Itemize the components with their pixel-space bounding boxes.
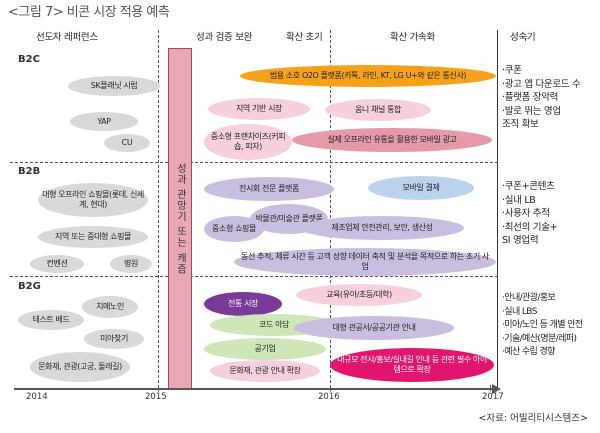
ellipse-public-agency: 대형 관공서/공공기관 안내 (294, 316, 454, 340)
note-item: ·실내 LBS (502, 306, 537, 317)
phase-header-verify: 성과 검증 보완 (196, 32, 253, 43)
ellipse-lost-child: 미아찾기 (84, 329, 144, 349)
segment-label-b2b: B2B (18, 166, 41, 177)
ellipse-o2o-platform: 범용 소호 O2O 플랫폼(카톡, 라인, KT, LG U+와 같은 통신사) (240, 65, 496, 87)
row-divider-b2c-b2b (10, 162, 498, 163)
ellipse-offline-ad: 실제 오프라인 유통을 활용한 모바일 광고 (292, 128, 492, 152)
ellipse-test-bed: 테스트 베드 (18, 310, 84, 330)
divider-2017 (497, 30, 498, 388)
phase-header-accel: 확산 가속화 (390, 32, 435, 43)
notes-b2c: ·쿠폰 ·광고 앱 다운로드 수 ·플랫폼 장악력 ·발로 뛰는 영업 조직 확… (502, 64, 581, 132)
note-item: ·안내/관광/홍보 (502, 293, 556, 303)
timeline-axis (14, 388, 494, 390)
ellipse-franchise: 중소형 프랜차이즈(커피숍, 피자) (204, 124, 292, 160)
note-item: ·최선의 기술+ (502, 221, 558, 233)
ellipse-regional-mall: 지역 또는 중대형 쇼핑몰 (38, 226, 148, 248)
tick-2015 (158, 385, 159, 391)
note-item: ·플랫폼 장악력 (502, 92, 559, 103)
figure-source: <자료: 어빌리티시스템즈> (478, 413, 588, 424)
tick-2016 (330, 385, 331, 391)
ellipse-local-market: 지역 기반 시장 (208, 98, 310, 120)
divider-2016 (330, 30, 331, 388)
note-item: ·발로 뛰는 영업 (502, 105, 561, 117)
note-item: ·미아/노인 등 개별 안전 (502, 320, 583, 330)
ellipse-omni-channel: 옴니 채널 통합 (325, 99, 431, 121)
note-item: 조직 확보 (502, 119, 539, 130)
tick-2017 (490, 385, 491, 391)
ellipse-customer-tracking: 동선 추적, 체류 시간 등 고객 성향 데이터 축적 및 분석을 목적으로 하… (234, 248, 496, 276)
phase-header-early: 확산 초기 (286, 32, 323, 43)
ellipse-convention: 컨벤션 (30, 255, 84, 273)
year-label-2014: 2014 (26, 392, 48, 402)
ellipse-culture-guide: 문화재, 관광 안내 확장 (210, 360, 320, 382)
ellipse-large-venue: 대규모 전시/홍보/실내길 안내 등 관련 필수 아이템으로 확장 (330, 348, 494, 382)
ellipse-department-store: 대형 오프라인 쇼핑몰(롯데, 신세계, 현대) (38, 183, 148, 217)
note-item: ·사용자 추적 (502, 208, 550, 219)
note-item: ·예산 수립 경향 (502, 347, 555, 357)
note-item: ·광고 앱 다운로드 수 (502, 78, 581, 90)
ellipse-dementia: 치매노인 (82, 296, 138, 318)
ellipse-education: 교육(유아/초등/대학) (296, 284, 422, 306)
note-item: ·실내 LB (502, 194, 536, 206)
note-item: ·기술/예산(명분/레퍼) (502, 333, 577, 344)
segment-label-b2c: B2C (18, 54, 40, 65)
year-label-2016: 2016 (318, 392, 340, 402)
notes-b2b: ·쿠폰+콘텐츠 ·실내 LB ·사용자 추적 ·최선의 기술+ SI 영업력 (502, 180, 558, 248)
chasm-bar: 성과 관망기 또는 캐즘 (168, 48, 192, 389)
ellipse-skplanet: SK플래닛 시럽 (68, 76, 160, 96)
row-divider-b2b-b2g (10, 276, 498, 277)
ellipse-small-mall: 중소형 쇼핑몰 (204, 216, 264, 242)
ellipse-cu: CU (104, 134, 150, 152)
year-label-2017: 2017 (482, 392, 504, 402)
ellipse-mobile-payment: 모바일 결제 (368, 176, 474, 200)
ellipse-public-enterprise: 공기업 (204, 338, 326, 360)
ellipse-traditional-market: 전통 시장 (204, 292, 282, 316)
chasm-bar-label: 성과 관망기 또는 캐즘 (174, 162, 186, 275)
figure-title: <그림 7> 비콘 시장 적용 예측 (8, 5, 170, 20)
phase-header-mature: 성숙기 (510, 32, 536, 43)
divider-2015 (158, 30, 159, 388)
note-item: SI 영업력 (502, 235, 539, 246)
year-label-2015: 2015 (145, 392, 167, 402)
notes-b2g: ·안내/관광/홍보 ·실내 LBS ·미아/노인 등 개별 안전 ·기술/예산(… (502, 292, 583, 360)
ellipse-culture-tourism: 문화재, 관광(고궁, 둘레길) (30, 352, 130, 382)
ellipse-hospital: 병원 (110, 255, 152, 273)
timeline-arrow-icon (492, 384, 501, 394)
ellipse-exhibition-platform: 전시회 전문 플랫폼 (204, 177, 334, 201)
segment-label-b2g: B2G (18, 281, 41, 292)
note-item: ·쿠폰+콘텐츠 (502, 181, 555, 192)
note-item: ·쿠폰 (502, 65, 522, 76)
phase-header-leader: 선도자 레퍼런스 (36, 32, 98, 43)
ellipse-yap: YAP (70, 112, 138, 131)
ellipse-factory-safety: 제조업체 안전관리, 보안, 생산성 (300, 216, 464, 240)
